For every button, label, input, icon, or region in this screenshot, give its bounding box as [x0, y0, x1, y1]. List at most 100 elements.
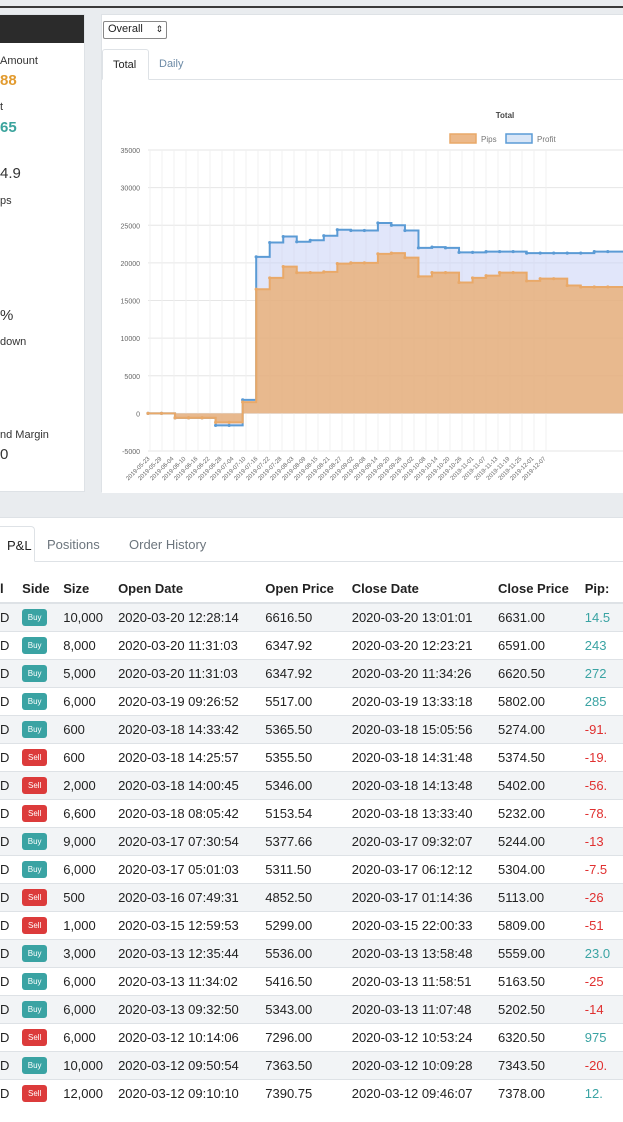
trade-size: 6,000: [63, 966, 119, 995]
trade-open-date: 2020-03-20 11:31:03: [118, 658, 266, 687]
data-point: [362, 228, 366, 233]
trade-open-price: 5517.00: [265, 686, 352, 715]
data-point: [525, 279, 529, 283]
table-row[interactable]: D Buy 10,000 2020-03-20 12:28:14 6616.50 2020…: [0, 602, 623, 631]
trade-symbol: D: [0, 1050, 23, 1079]
trade-close-date: 2020-03-12 09:46:07: [351, 1078, 499, 1107]
chart-tabbar: Total Daily: [102, 49, 623, 80]
table-row[interactable]: D Sell 6,000 2020-03-12 10:14:06 7296.00 2020…: [0, 1022, 623, 1051]
period-select[interactable]: Overall ⇕: [103, 21, 167, 39]
table-row[interactable]: D Buy 600 2020-03-18 14:33:42 5365.50 2020-03…: [0, 714, 623, 743]
legend-swatch: [449, 133, 477, 144]
tab-daily[interactable]: Daily: [159, 58, 184, 70]
table-row[interactable]: D Sell 2,000 2020-03-18 14:00:45 5346.00 2020…: [0, 770, 623, 799]
trade-size: 10,000: [63, 1050, 119, 1079]
trade-open-date: 2020-03-18 14:33:42: [118, 714, 266, 743]
col-size-header[interactable]: Size: [63, 575, 119, 604]
data-point: [565, 251, 569, 255]
trade-open-date: 2020-03-20 12:28:14: [118, 602, 266, 631]
trade-open-date: 2020-03-18 08:05:42: [118, 798, 266, 827]
trade-open-date: 2020-03-13 09:32:50: [118, 994, 266, 1023]
col-symbol-header[interactable]: l: [0, 575, 23, 604]
data-point: [389, 251, 394, 255]
table-row[interactable]: D Sell 1,000 2020-03-15 12:59:53 5299.00 2020…: [0, 910, 623, 939]
trade-side-cell: Buy: [22, 630, 64, 659]
tab-pnl[interactable]: P&L: [0, 526, 35, 562]
col-open-price-header[interactable]: Open Price: [265, 575, 352, 604]
trade-close-price: 5113.00: [498, 882, 585, 911]
trade-close-date: 2020-03-12 10:09:28: [351, 1050, 499, 1079]
trade-close-date: 2020-03-15 22:00:33: [351, 910, 499, 939]
data-point: [349, 261, 353, 265]
data-point: [565, 283, 569, 288]
col-close-date-header[interactable]: Close Date: [351, 575, 499, 604]
tab-total[interactable]: Total: [102, 49, 149, 80]
data-point: [484, 274, 488, 278]
data-point: [416, 274, 421, 279]
trade-side-cell: Sell: [22, 798, 64, 827]
tab-positions[interactable]: Positions: [47, 537, 100, 552]
y-tick-label: -5000: [122, 449, 140, 456]
side-badge: Buy: [22, 833, 48, 850]
data-point: [227, 423, 231, 428]
trade-open-price: 4852.50: [265, 882, 352, 911]
trade-open-date: 2020-03-17 07:30:54: [118, 826, 266, 855]
data-point: [579, 285, 583, 289]
table-row[interactable]: D Buy 9,000 2020-03-17 07:30:54 5377.66 2020-…: [0, 826, 623, 855]
col-side-header[interactable]: Side: [22, 575, 64, 604]
side-badge: Sell: [22, 889, 48, 906]
trade-open-price: 5153.54: [265, 798, 352, 827]
trade-size: 2,000: [63, 770, 119, 799]
trade-close-date: 2020-03-20 12:23:21: [351, 630, 499, 659]
side-badge: Sell: [22, 749, 48, 766]
trades-panel: P&L Positions Order History l Side Size …: [0, 517, 623, 1122]
table-row[interactable]: D Buy 5,000 2020-03-20 11:31:03 6347.92 2020-…: [0, 658, 623, 687]
stat-value: %: [0, 307, 14, 324]
side-badge: Buy: [22, 665, 48, 682]
trade-symbol: D: [0, 742, 23, 771]
table-row[interactable]: D Buy 6,000 2020-03-19 09:26:52 5517.00 2020-…: [0, 686, 623, 715]
stat-label: nd Margin: [0, 429, 49, 441]
table-row[interactable]: D Sell 6,600 2020-03-18 08:05:42 5153.54 2020…: [0, 798, 623, 827]
trade-open-price: 5365.50: [265, 714, 352, 743]
data-point: [214, 423, 218, 428]
trade-symbol: D: [0, 994, 23, 1023]
y-tick-label: 0: [136, 411, 140, 418]
trade-open-date: 2020-03-13 12:35:44: [118, 938, 266, 967]
trade-open-price: 5343.00: [265, 994, 352, 1023]
trade-close-price: 7378.00: [498, 1078, 585, 1107]
table-row[interactable]: D Sell 500 2020-03-16 07:49:31 4852.50 2020-0…: [0, 882, 623, 911]
trade-pips: -56.: [584, 770, 623, 799]
table-row[interactable]: D Sell 12,000 2020-03-12 09:10:10 7390.75 202…: [0, 1078, 623, 1107]
trade-pips: -25: [584, 966, 623, 995]
equity-chart: Total Pips Profit 35000 30000 25000 20000 15000…: [102, 80, 623, 493]
data-point: [443, 271, 448, 275]
stat-label: ps: [0, 195, 12, 207]
data-point: [241, 398, 245, 402]
trade-open-date: 2020-03-12 09:50:54: [118, 1050, 266, 1079]
table-row[interactable]: D Buy 6,000 2020-03-17 05:01:03 5311.50 2020-…: [0, 854, 623, 883]
trade-symbol: D: [0, 1022, 23, 1051]
col-close-price-header[interactable]: Close Price: [498, 575, 585, 604]
trade-side-cell: Buy: [22, 1050, 64, 1079]
col-open-date-header[interactable]: Open Date: [118, 575, 266, 604]
col-pips-header[interactable]: Pip:: [584, 575, 623, 604]
trade-symbol: D: [0, 854, 23, 883]
tab-order-history[interactable]: Order History: [129, 537, 207, 552]
select-arrows-icon: ⇕: [155, 24, 163, 34]
table-row[interactable]: D Buy 8,000 2020-03-20 11:31:03 6347.92 2020-…: [0, 630, 623, 659]
trade-close-price: 5163.50: [498, 966, 585, 995]
side-badge: Buy: [22, 945, 48, 962]
table-row[interactable]: D Buy 6,000 2020-03-13 09:32:50 5343.00 2020-…: [0, 994, 623, 1023]
data-point: [457, 250, 461, 254]
trade-side-cell: Buy: [22, 966, 64, 995]
table-row[interactable]: D Buy 3,000 2020-03-13 12:35:44 5536.00 2020-…: [0, 938, 623, 967]
trade-size: 3,000: [63, 938, 119, 967]
table-row[interactable]: D Buy 10,000 2020-03-12 09:50:54 7363.50 2020…: [0, 1050, 623, 1079]
trade-side-cell: Sell: [22, 910, 64, 939]
table-row[interactable]: D Sell 600 2020-03-18 14:25:57 5355.50 2020-0…: [0, 742, 623, 771]
trade-open-price: 5377.66: [265, 826, 352, 855]
data-point: [349, 228, 353, 233]
table-row[interactable]: D Buy 6,000 2020-03-13 11:34:02 5416.50 2020-…: [0, 966, 623, 995]
trade-close-date: 2020-03-17 09:32:07: [351, 826, 499, 855]
